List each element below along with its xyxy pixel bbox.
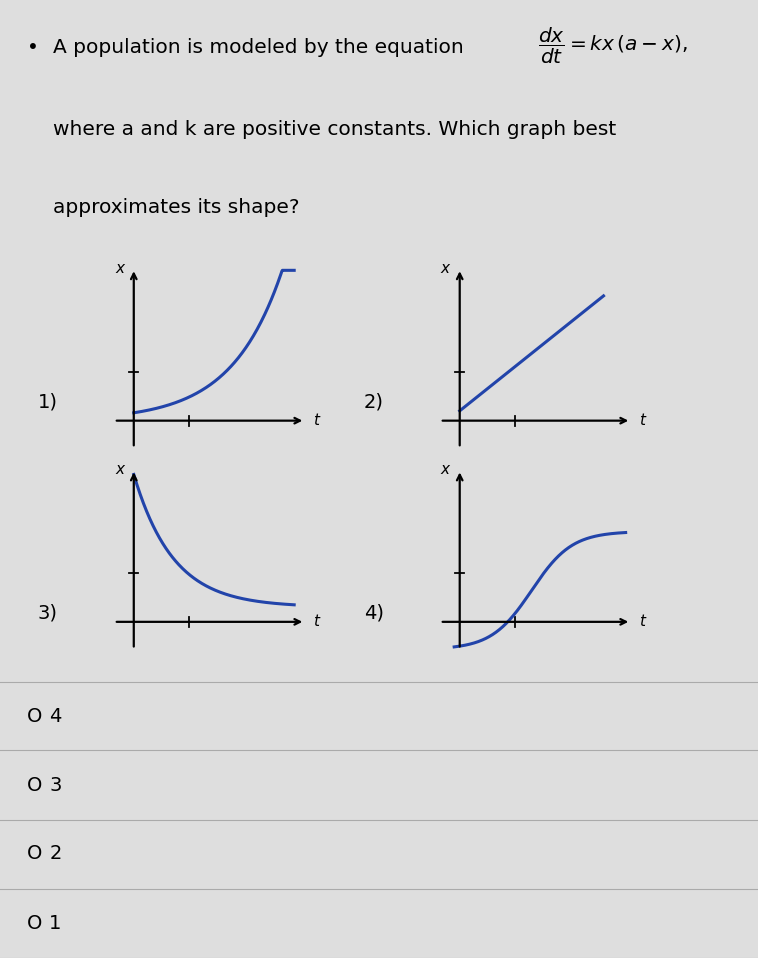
Text: approximates its shape?: approximates its shape? (53, 198, 299, 217)
Text: x: x (115, 462, 124, 477)
Text: where a and k are positive constants. Which graph best: where a and k are positive constants. Wh… (53, 121, 616, 139)
Text: O: O (27, 707, 42, 726)
Text: A population is modeled by the equation: A population is modeled by the equation (53, 37, 464, 57)
Text: x: x (441, 261, 449, 276)
Text: 2): 2) (364, 393, 384, 412)
Text: O: O (27, 914, 42, 933)
Text: 4): 4) (364, 604, 384, 623)
Text: 3: 3 (49, 776, 61, 794)
Text: 2: 2 (49, 845, 61, 863)
Text: 1: 1 (49, 914, 61, 933)
Text: t: t (313, 413, 319, 428)
Text: x: x (115, 261, 124, 276)
Text: t: t (639, 614, 645, 629)
Text: x: x (441, 462, 449, 477)
Text: $\dfrac{dx}{dt} = kx\,(a - x),$: $\dfrac{dx}{dt} = kx\,(a - x),$ (538, 26, 688, 66)
Text: •: • (27, 37, 39, 57)
Text: O: O (27, 776, 42, 794)
Text: t: t (313, 614, 319, 629)
Text: 3): 3) (38, 604, 58, 623)
Text: 4: 4 (49, 707, 61, 726)
Text: t: t (639, 413, 645, 428)
Text: O: O (27, 845, 42, 863)
Text: 1): 1) (38, 393, 58, 412)
